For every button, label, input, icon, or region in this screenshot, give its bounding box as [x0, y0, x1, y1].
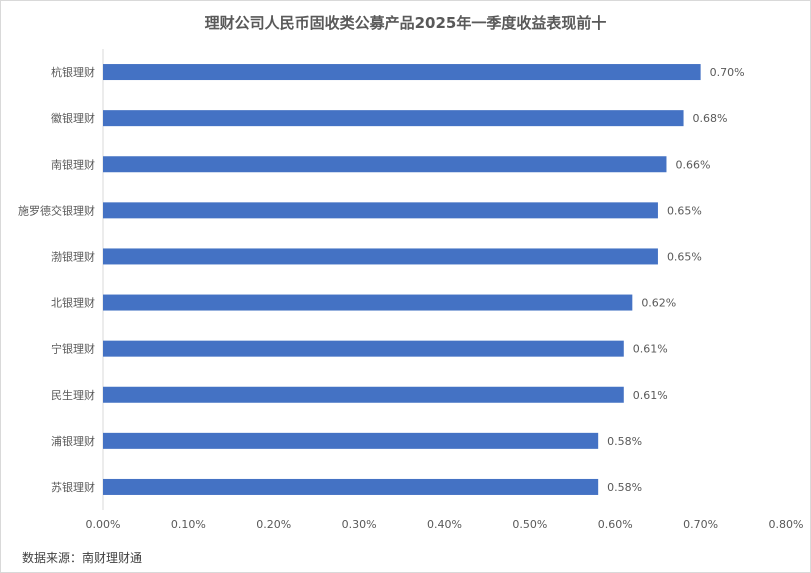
x-tick-label: 0.80% [769, 518, 804, 531]
category-label: 浦银理财 [51, 434, 95, 448]
bar [103, 340, 624, 357]
x-tick-label: 0.00% [86, 518, 121, 531]
data-label: 0.70% [710, 66, 745, 79]
bar [103, 248, 658, 265]
data-label: 0.65% [667, 250, 702, 263]
x-tick-label: 0.70% [683, 518, 718, 531]
data-label: 0.66% [675, 158, 710, 171]
bar [103, 386, 624, 403]
data-label: 0.58% [607, 481, 642, 494]
bar [103, 478, 599, 495]
category-label: 徽银理财 [51, 111, 95, 125]
category-label: 宁银理财 [51, 342, 95, 356]
category-label: 渤银理财 [51, 249, 95, 263]
bar [103, 64, 701, 81]
category-label: 民生理财 [51, 388, 95, 402]
data-label: 0.58% [607, 435, 642, 448]
data-label: 0.65% [667, 204, 702, 217]
bar [103, 294, 633, 311]
x-tick-label: 0.50% [512, 518, 547, 531]
x-tick-label: 0.30% [342, 518, 377, 531]
x-tick-label: 0.60% [598, 518, 633, 531]
bar [103, 110, 684, 127]
data-label: 0.61% [633, 343, 668, 356]
bar [103, 432, 599, 449]
bar [103, 202, 658, 219]
data-label: 0.61% [633, 389, 668, 402]
category-label: 苏银理财 [51, 480, 95, 494]
data-label: 0.62% [641, 297, 676, 310]
chart-title: 理财公司人民币固收类公募产品2025年一季度收益表现前十 [204, 14, 607, 32]
x-tick-label: 0.40% [427, 518, 462, 531]
data-label: 0.68% [693, 112, 728, 125]
source-note: 数据来源：南财理财通 [22, 551, 143, 565]
x-tick-label: 0.10% [171, 518, 206, 531]
category-label: 南银理财 [51, 157, 95, 171]
category-label: 北银理财 [51, 296, 95, 310]
category-label: 杭银理财 [51, 65, 95, 79]
category-label: 施罗德交银理财 [18, 203, 95, 217]
x-tick-label: 0.20% [256, 518, 291, 531]
bar [103, 156, 667, 173]
